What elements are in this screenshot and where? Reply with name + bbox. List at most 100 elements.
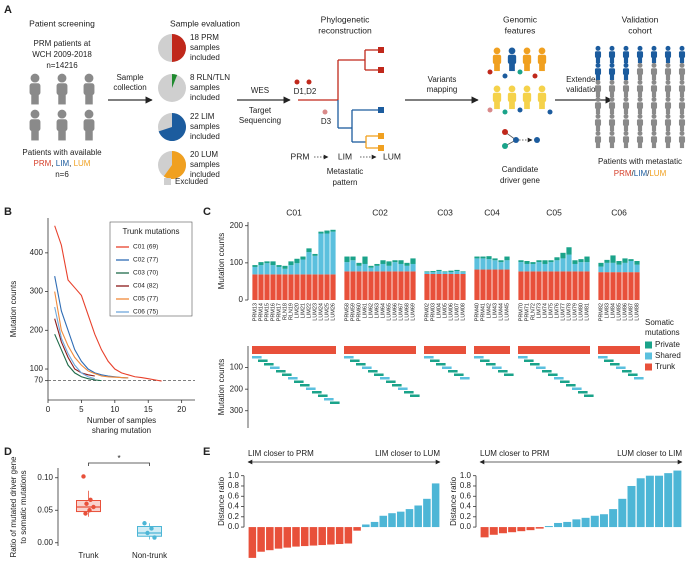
feature-dot xyxy=(517,107,523,113)
bar-segment xyxy=(410,258,416,264)
bar-segment xyxy=(584,256,590,263)
bar-segment xyxy=(548,271,554,300)
bar-segment xyxy=(448,270,454,273)
bar-segment xyxy=(560,271,566,300)
heatmap-cell xyxy=(424,356,434,359)
person-icon xyxy=(651,79,657,85)
type-list: PRM, LIM, LUM xyxy=(34,159,91,168)
person-icon xyxy=(651,96,657,102)
heatmap-cell xyxy=(344,356,354,359)
y-tick-label: 0.8 xyxy=(228,481,240,490)
x-tick-label: RLN72 xyxy=(530,303,536,320)
label: D3 xyxy=(321,117,332,126)
person-icon xyxy=(608,136,616,143)
person-icon xyxy=(595,79,601,85)
heatmap-cell xyxy=(270,366,280,369)
bar-segment xyxy=(442,271,448,273)
bar-segment xyxy=(374,271,380,300)
person-icon xyxy=(637,74,643,81)
axis-label: Ratio of mutated driver gene xyxy=(9,456,18,557)
bar-segment xyxy=(344,271,350,300)
axis-label: Mutation counts xyxy=(217,233,226,289)
person-icon xyxy=(679,142,685,149)
bar-segment xyxy=(616,261,622,265)
person-icon xyxy=(29,83,41,96)
label: D1,D2 xyxy=(294,87,317,96)
bar-segment xyxy=(252,274,258,300)
annotation: LUM closer to LIM xyxy=(617,449,682,458)
heatmap-cell xyxy=(374,373,384,376)
person-icon xyxy=(29,119,41,132)
person-icon xyxy=(537,54,547,64)
bar-segment xyxy=(584,262,590,272)
person-icon xyxy=(609,130,615,136)
bar-segment xyxy=(530,263,536,272)
person-icon xyxy=(679,91,685,98)
leaf xyxy=(378,107,384,113)
heatmap-cell xyxy=(554,377,564,380)
person-icon xyxy=(492,54,502,64)
bar-segment xyxy=(374,263,380,266)
bar-segment xyxy=(398,260,404,264)
step-title: features xyxy=(505,25,536,35)
person-icon xyxy=(30,73,40,83)
person-icon xyxy=(679,108,685,115)
heatmap-cell xyxy=(356,363,366,366)
bar xyxy=(673,470,682,528)
y-tick-label: 0.00 xyxy=(37,538,53,547)
label: Extended xyxy=(566,75,600,84)
heatmap-cell xyxy=(460,377,470,380)
y-tick-label: 300 xyxy=(30,287,44,296)
person-icon xyxy=(609,113,615,119)
person-icon xyxy=(665,96,671,102)
person-icon xyxy=(651,45,657,51)
type-name: , xyxy=(69,159,73,168)
bar-segment xyxy=(330,229,336,232)
bar xyxy=(344,527,353,544)
legend-label: Private xyxy=(655,340,680,349)
point xyxy=(87,508,92,513)
heatmap-cell xyxy=(518,346,590,354)
heatmap-cell xyxy=(480,359,490,362)
point xyxy=(149,526,154,531)
feature-dot xyxy=(502,73,508,79)
heatmap-cell xyxy=(536,366,546,369)
person-icon xyxy=(594,136,602,143)
panel-label: D xyxy=(4,446,12,458)
x-tick-label: 5 xyxy=(79,405,84,414)
person-icon xyxy=(623,108,629,115)
bar-segment xyxy=(264,274,270,300)
feature-dot xyxy=(487,69,493,75)
heatmap-cell xyxy=(258,359,268,362)
person-icon xyxy=(664,68,672,75)
person-icon xyxy=(507,92,517,102)
bar-segment xyxy=(282,274,288,300)
bar-segment xyxy=(264,263,270,275)
bar-segment xyxy=(398,263,404,272)
person-icon xyxy=(622,136,630,143)
bar xyxy=(362,524,370,528)
bar xyxy=(414,505,422,528)
x-tick-label: PRM13 xyxy=(252,303,258,321)
panel-label: A xyxy=(4,4,12,16)
bar xyxy=(627,485,636,528)
label: Sample xyxy=(116,73,144,82)
person-icon xyxy=(637,45,643,51)
bar-segment xyxy=(578,259,584,263)
x-tick-label: PRM70 xyxy=(518,303,524,321)
heatmap-cell xyxy=(518,356,528,359)
person-icon xyxy=(538,85,546,93)
axis-label: Mutation counts xyxy=(217,359,226,415)
step-title: Validation xyxy=(622,14,659,24)
panel-label: B xyxy=(4,206,12,218)
heatmap-cell xyxy=(276,370,286,373)
bar-segment xyxy=(634,272,640,300)
heatmap-cell xyxy=(362,366,372,369)
bar-segment xyxy=(324,233,330,275)
point xyxy=(84,501,89,506)
person-icon xyxy=(31,130,39,141)
bar-segment xyxy=(492,269,498,300)
person-icon xyxy=(623,130,629,136)
x-tick-label: PRM59 xyxy=(350,303,356,321)
leaf xyxy=(378,133,384,139)
